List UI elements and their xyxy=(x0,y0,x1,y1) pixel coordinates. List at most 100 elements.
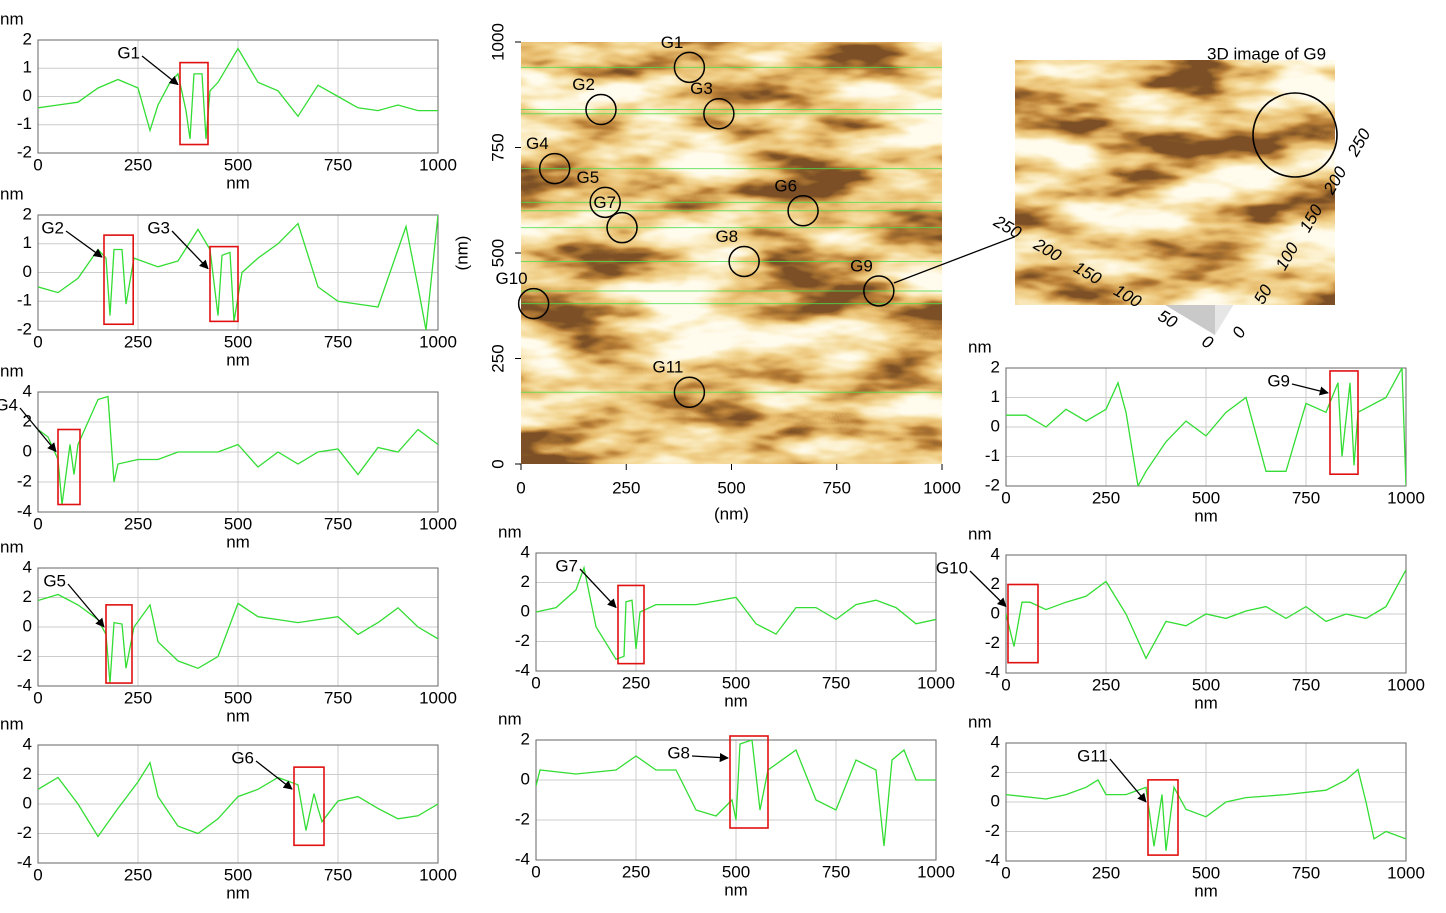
highlight-box xyxy=(1329,370,1359,476)
x-tick-label: 1000 xyxy=(419,332,457,351)
y-tick-label: -1 xyxy=(17,114,32,133)
highlight-box xyxy=(209,245,239,323)
x-tick-label: 500 xyxy=(1192,675,1220,694)
x-tick-label: 250 xyxy=(124,332,152,351)
annotation-arrow xyxy=(19,407,57,453)
x-axis-label: nm xyxy=(226,350,250,369)
focus-circle xyxy=(1252,92,1338,178)
y-axis-label: nm xyxy=(0,714,24,733)
y-tick-label: 4 xyxy=(23,381,32,400)
y-tick-label: -4 xyxy=(515,849,530,868)
x-tick-label: 500 xyxy=(224,514,252,533)
x-axis-label: nm xyxy=(1194,693,1218,712)
highlight-box xyxy=(57,428,81,506)
y-tick-label: -2 xyxy=(985,475,1000,494)
y-tick-label: 2 xyxy=(23,764,32,783)
y-tick-label: -4 xyxy=(17,675,32,694)
y-tick-label: 0 xyxy=(1229,323,1250,341)
y-tick-label: 0 xyxy=(23,262,32,281)
marker-label: G2 xyxy=(572,75,595,94)
x-axis-label: nm xyxy=(724,691,748,710)
marker-label: G7 xyxy=(593,193,616,212)
x-tick-label: 1000 xyxy=(917,862,955,881)
marker-label: G10 xyxy=(495,269,527,288)
profile-line xyxy=(38,395,438,505)
x-tick-label: 750 xyxy=(1292,488,1320,507)
y-tick-label: 150 xyxy=(1296,201,1327,236)
defect-marker xyxy=(585,93,617,126)
surface-side xyxy=(1215,115,1335,335)
annotation-label: G1 xyxy=(117,43,140,62)
x-tick-label: 250 xyxy=(124,865,152,884)
defect-marker xyxy=(787,195,819,227)
defect-marker xyxy=(703,97,735,130)
x-tick-label: 0 xyxy=(1001,675,1010,694)
profile-line xyxy=(1006,368,1406,486)
y-tick-label: 0 xyxy=(521,769,530,788)
y-tick-label: 0 xyxy=(991,416,1000,435)
x-tick-label: 750 xyxy=(324,155,352,174)
x-axis-label: nm xyxy=(724,880,748,899)
y-tick-label: 2 xyxy=(991,574,1000,593)
x-tick-label: 1000 xyxy=(1387,863,1425,882)
y-tick-label: 1 xyxy=(23,233,32,252)
y-tick-label: -1 xyxy=(985,446,1000,465)
y-axis-label: nm xyxy=(0,9,24,28)
x-tick-label: 500 xyxy=(722,862,750,881)
x-tick-label: 0 xyxy=(531,673,540,692)
x-tick-label: 0 xyxy=(33,865,42,884)
x-tick-label: 1000 xyxy=(419,688,457,707)
y-tick-label: 250 xyxy=(1343,125,1374,160)
x-tick-label: 750 xyxy=(822,673,850,692)
x-tick-label: 1000 xyxy=(917,673,955,692)
y-tick-label: 0 xyxy=(23,616,32,635)
y-tick-label: 2 xyxy=(23,204,32,223)
y-axis-label: nm xyxy=(968,524,992,543)
defect-marker xyxy=(538,152,571,185)
plot-frame xyxy=(1005,367,1407,487)
plot-frame xyxy=(37,391,439,513)
profile-line xyxy=(38,761,438,838)
y-tick-label: 100 xyxy=(1272,239,1303,274)
annotation-label: G2 xyxy=(41,218,64,237)
y-tick-label: -4 xyxy=(17,501,32,520)
y-tick-label: 0 xyxy=(991,791,1000,810)
marker-label: G5 xyxy=(577,168,600,187)
y-tick-label: 4 xyxy=(23,734,32,753)
x-tick-label: 750 xyxy=(324,514,352,533)
marker-label: G1 xyxy=(661,33,684,52)
annotation-label: G10 xyxy=(936,558,968,577)
y-axis-label: (nm) xyxy=(452,236,471,271)
y-tick-label: -2 xyxy=(515,809,530,828)
highlight-box xyxy=(1007,583,1039,664)
x-tick-label: 500 xyxy=(717,478,745,497)
annotation-arrow xyxy=(255,760,293,790)
y-tick-label: -4 xyxy=(985,850,1000,869)
x-tick-label: 750 xyxy=(822,862,850,881)
x-tick-label: 750 xyxy=(1292,863,1320,882)
x-tick-label: 0 xyxy=(516,478,525,497)
marker-label: G11 xyxy=(653,358,684,377)
y-tick-label: 1 xyxy=(991,387,1000,406)
y-tick-label: 2 xyxy=(521,729,530,748)
annotation-arrow xyxy=(141,55,179,86)
marker-label: G3 xyxy=(690,79,713,98)
x-tick-label: 1000 xyxy=(1387,675,1425,694)
y-axis-label: nm xyxy=(498,709,522,728)
annotation-label: G7 xyxy=(555,556,578,575)
highlight-box xyxy=(1147,779,1179,856)
x-tick-label: 500 xyxy=(224,155,252,174)
x-tick-label: 1000 xyxy=(419,155,457,174)
highlight-box xyxy=(103,234,135,326)
x-tick-label: 1000 xyxy=(419,514,457,533)
x-tick-label: 1000 xyxy=(923,478,961,497)
defect-marker xyxy=(863,275,895,307)
y-axis-label: nm xyxy=(0,537,24,556)
annotation-label: G5 xyxy=(43,571,66,590)
plot-frame xyxy=(535,739,937,861)
x-tick-label: 0 xyxy=(1199,332,1217,353)
profile-line xyxy=(536,565,936,660)
y-tick-label: 2 xyxy=(23,587,32,606)
x-tick-label: 250 xyxy=(124,514,152,533)
